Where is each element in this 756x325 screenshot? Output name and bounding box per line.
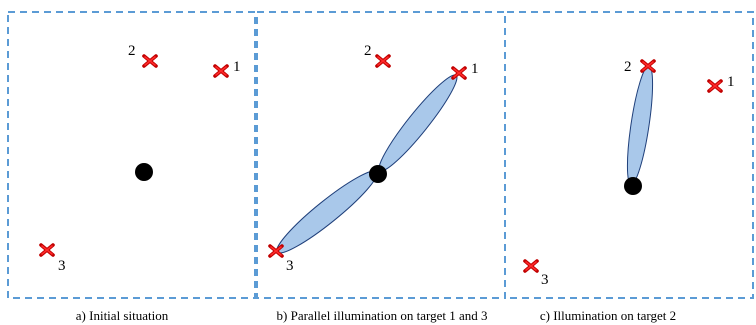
target-3-icon	[39, 243, 55, 257]
panel-a-frame	[7, 11, 256, 299]
caption-b: b) Parallel illumination on target 1 and…	[277, 308, 488, 323]
target-2-label: 2	[128, 43, 136, 59]
panel-c-frame	[507, 11, 754, 299]
target-1-icon	[451, 66, 467, 80]
target-3-icon	[523, 259, 539, 273]
radar-icon	[624, 177, 642, 195]
target-2-label: 2	[364, 43, 372, 59]
target-2-icon	[142, 54, 158, 68]
target-1-label: 1	[471, 61, 479, 77]
target-3-label: 3	[286, 258, 294, 274]
target-1-label: 1	[727, 74, 735, 90]
target-1-label: 1	[233, 59, 241, 75]
target-1-icon	[213, 64, 229, 78]
panel-b: 2 1 3	[268, 43, 479, 274]
caption-c: c) Illumination on target 2	[540, 308, 676, 323]
panel-c: 2 1 3	[523, 59, 735, 288]
target-1-icon	[707, 79, 723, 93]
beam-to-target-2	[626, 65, 654, 185]
panel-b-frame	[256, 11, 506, 299]
target-2-icon	[375, 54, 391, 68]
target-3-label: 3	[541, 272, 549, 288]
panel-a: 2 1 3	[39, 43, 241, 274]
beam-to-target-1	[378, 74, 458, 172]
target-2-icon	[640, 59, 656, 73]
caption-a: a) Initial situation	[76, 308, 169, 323]
target-3-label: 3	[58, 258, 66, 274]
target-3-icon	[268, 244, 284, 258]
radar-icon	[369, 165, 387, 183]
target-2-label: 2	[624, 59, 632, 75]
radar-icon	[135, 163, 153, 181]
beam-to-target-3	[276, 170, 378, 254]
